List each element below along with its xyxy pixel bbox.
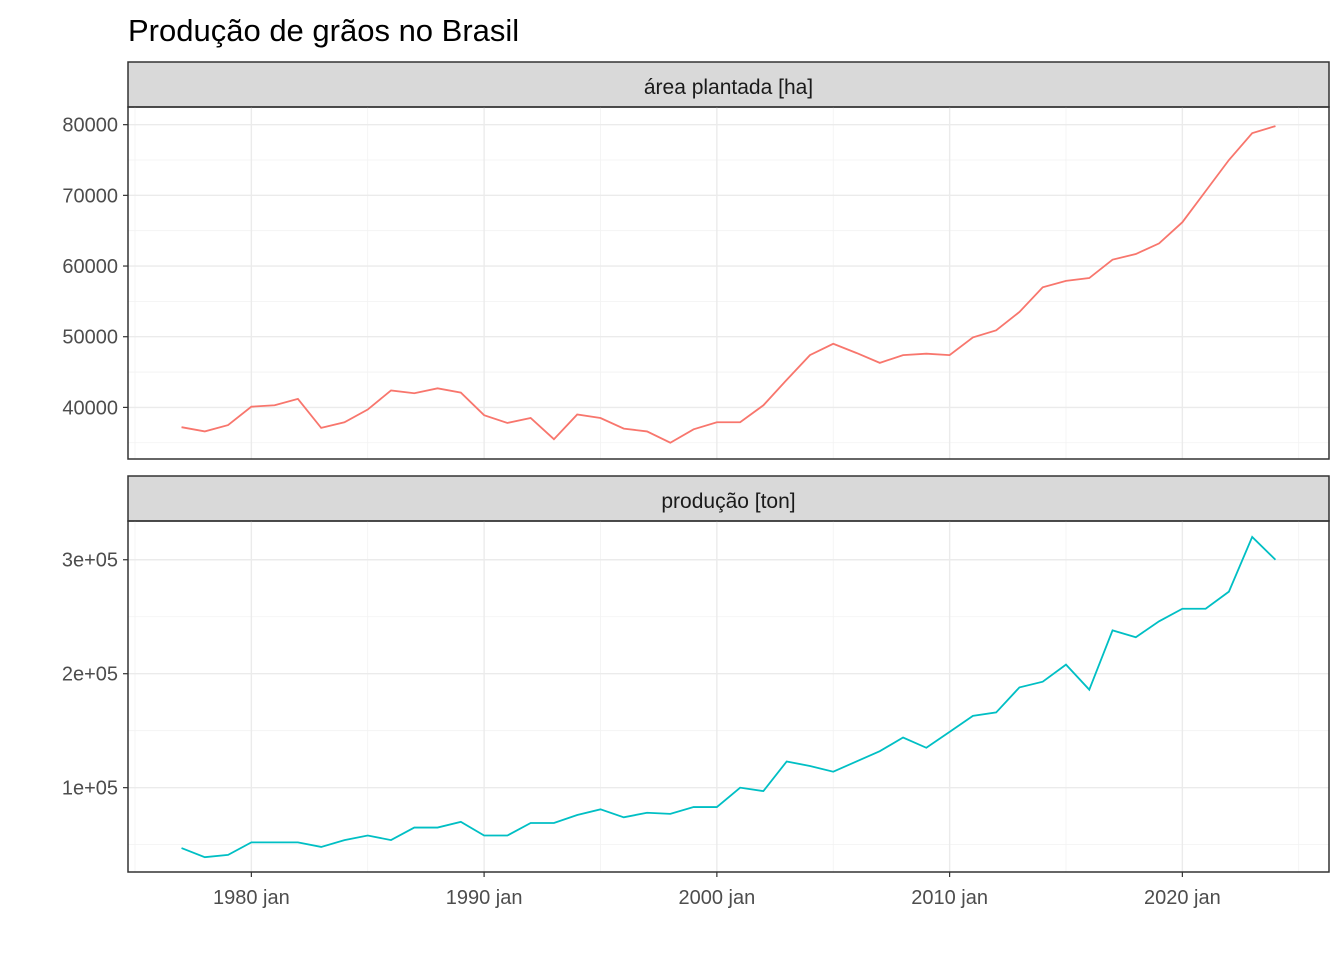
x-tick-label: 2020 jan (1144, 887, 1221, 909)
x-tick-label: 1980 jan (213, 887, 290, 909)
facet-area-plantada: área plantada [ha] 40000 50000 60000 70000 8… (62, 61, 1330, 460)
y-tick-label: 80000 (62, 115, 118, 137)
panel-border (127, 106, 1330, 460)
facet-strip (127, 475, 1330, 522)
x-tick-label: 1990 jan (446, 887, 523, 909)
panel-border (127, 520, 1330, 873)
x-tick-label: 2000 jan (678, 887, 755, 909)
facet-producao: produção [ton] 1e+05 2e+05 3e+05 (62, 475, 1330, 873)
panel-grid (128, 521, 1329, 872)
series-line-producao (181, 535, 1277, 859)
y-axis: 1e+05 2e+05 3e+05 (62, 550, 128, 800)
chart-title: Produção de grãos no Brasil (128, 13, 519, 48)
facet-strip-label: produção [ton] (661, 490, 795, 513)
y-tick-label: 70000 (62, 185, 118, 207)
x-axis: 1980 jan 1990 jan 2000 jan 2010 jan 2020 jan (213, 872, 1221, 909)
y-tick-label: 1e+05 (62, 778, 118, 800)
facet-strip (127, 61, 1330, 108)
y-tick-label: 2e+05 (62, 664, 118, 686)
x-tick-label: 2010 jan (911, 887, 988, 909)
facet-strip-label: área plantada [ha] (644, 76, 813, 99)
y-tick-label: 40000 (62, 397, 118, 419)
series-line-area (181, 125, 1276, 444)
y-tick-label: 60000 (62, 256, 118, 278)
y-axis: 40000 50000 60000 70000 80000 (62, 115, 128, 419)
y-tick-label: 3e+05 (62, 550, 118, 572)
panel-grid (128, 107, 1329, 459)
y-tick-label: 50000 (62, 327, 118, 349)
